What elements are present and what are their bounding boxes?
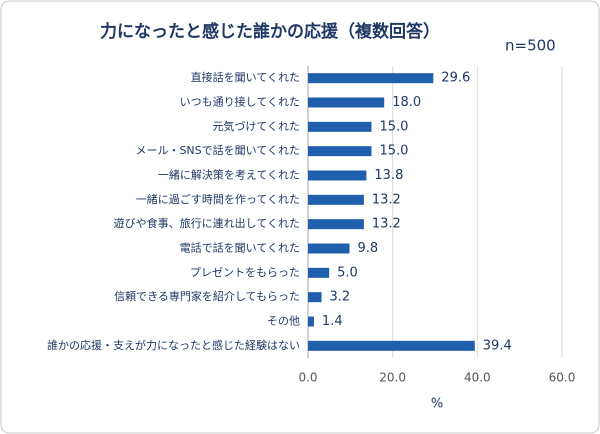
sample-size: n=500: [505, 37, 556, 55]
value-label: 1.4: [322, 314, 343, 329]
y-tick-label: いつも通り接してくれた: [180, 96, 300, 109]
x-axis-label: %: [431, 397, 443, 412]
x-tick-label: 0.0: [298, 371, 317, 385]
bar: [308, 243, 350, 254]
x-tick-label: 40.0: [464, 371, 491, 385]
y-tick-label: プレゼントをもらった: [190, 266, 300, 279]
value-label: 15.0: [380, 144, 409, 159]
bar: [308, 170, 367, 181]
value-label: 13.2: [372, 217, 401, 232]
bar: [308, 267, 330, 278]
value-label: 39.4: [483, 338, 512, 353]
value-label: 13.8: [374, 168, 403, 183]
bar: [308, 340, 475, 351]
y-tick-label: 一緒に解決策を考えてくれた: [158, 168, 300, 182]
bar: [308, 219, 364, 230]
chart-title: 力になったと感じた誰かの応援（複数回答）: [100, 21, 440, 42]
bar: [308, 121, 372, 132]
bar: [308, 292, 322, 303]
x-tick-label: 20.0: [379, 371, 406, 385]
y-tick-label: 直接話を聞いてくれた: [191, 70, 300, 84]
y-tick-label: メール・SNSで話を聞いてくれた: [135, 143, 300, 157]
bar: [308, 194, 364, 205]
y-tick-label: その他: [267, 315, 300, 328]
bar: [308, 97, 385, 108]
y-tick-label: 誰かの応援・支えが力になったと感じた経験はない: [47, 338, 300, 352]
y-tick-label: 一緒に過ごす時間を作ってくれた: [136, 192, 300, 206]
value-label: 5.0: [337, 265, 358, 280]
value-label: 18.0: [392, 95, 421, 110]
y-tick-label: 元気づけてくれた: [212, 119, 300, 133]
value-label: 15.0: [380, 119, 409, 134]
x-tick-label: 60.0: [549, 371, 576, 385]
bar: [308, 316, 314, 327]
y-tick-label: 電話で話を聞いてくれた: [180, 241, 300, 255]
value-label: 29.6: [441, 71, 470, 86]
value-label: 3.2: [330, 290, 351, 305]
bar: [308, 73, 434, 84]
bar: [308, 146, 372, 157]
value-label: 13.2: [372, 192, 401, 207]
y-tick-label: 信頼できる専門家を紹介してもらった: [114, 289, 300, 303]
y-tick-label: 遊びや食事、旅行に連れ出してくれた: [114, 216, 300, 230]
value-label: 9.8: [357, 241, 378, 256]
